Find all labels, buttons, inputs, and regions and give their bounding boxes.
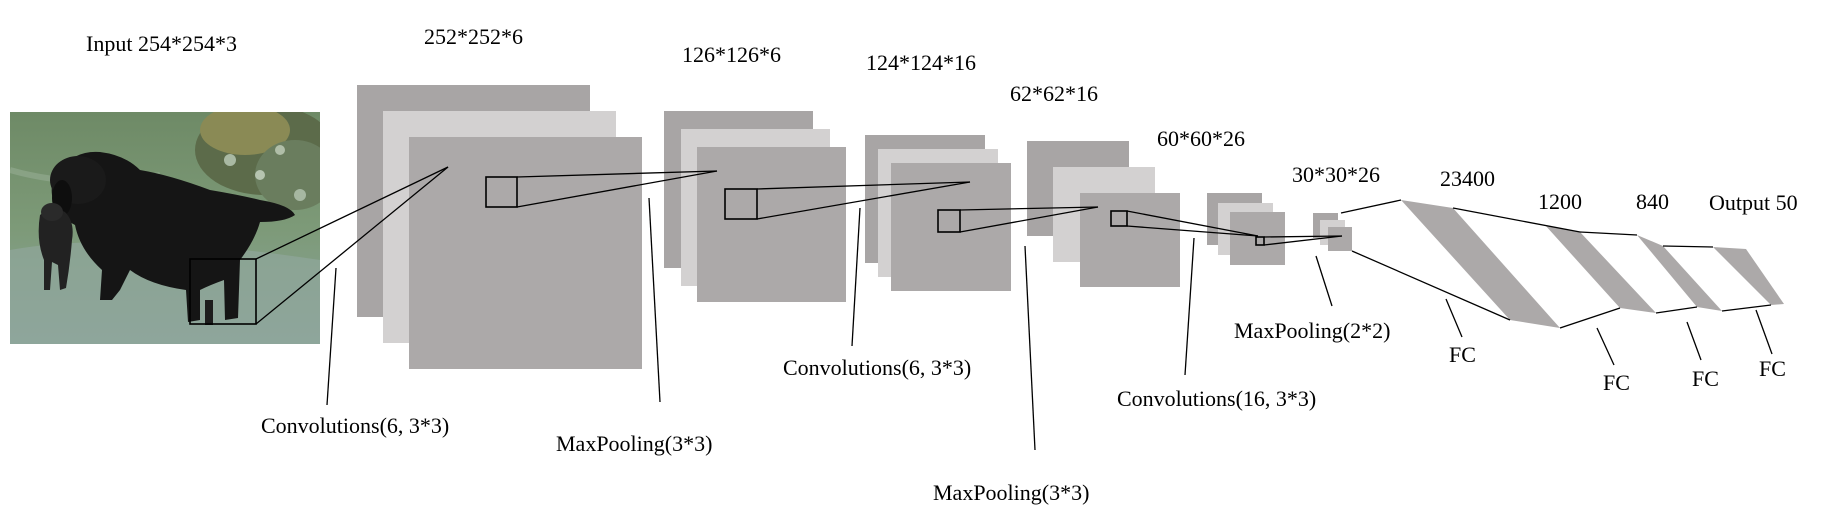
fc1-op-label: FC <box>1449 342 1476 367</box>
projection-lines <box>255 166 1772 329</box>
fc-layer-output <box>1713 247 1784 305</box>
input-kernel-box <box>189 258 257 325</box>
fc4-op-label: FC <box>1759 356 1786 381</box>
conv3-feature-maps <box>1207 193 1285 265</box>
input-photo <box>10 112 320 344</box>
fc-layer-840 <box>1637 235 1722 311</box>
pool2-dim-label: 62*62*16 <box>1010 81 1098 106</box>
conv2-dim-label: 124*124*16 <box>866 50 976 75</box>
conv2-kernel-box <box>937 209 961 233</box>
conv2-feature-maps <box>865 135 1011 291</box>
leader-lines <box>326 197 1773 451</box>
fc-layer-23400 <box>1401 200 1560 328</box>
pool1-op-label: MaxPooling(3*3) <box>556 431 712 456</box>
pool1-feature-maps <box>664 111 846 302</box>
conv1-dim-label: 252*252*6 <box>424 24 523 49</box>
operation-labels: Convolutions(6, 3*3) MaxPooling(3*3) Con… <box>261 318 1786 505</box>
conv3-dim-label: 60*60*26 <box>1157 126 1245 151</box>
conv1-feature-maps <box>357 85 642 369</box>
conv3-op-label: Convolutions(16, 3*3) <box>1117 386 1316 411</box>
conv1-op-label: Convolutions(6, 3*3) <box>261 413 449 438</box>
pool2-feature-maps <box>1027 141 1180 287</box>
pool2-op-label: MaxPooling(3*3) <box>933 480 1089 505</box>
conv3-kernel-box <box>1255 236 1265 246</box>
pool3-feature-maps <box>1313 213 1352 251</box>
fc-layers <box>1401 200 1784 328</box>
pool3-dim-label: 30*30*26 <box>1292 162 1380 187</box>
fc2-dim-label: 1200 <box>1538 189 1582 214</box>
pool2-kernel-box <box>1110 210 1128 227</box>
pool3-op-label: MaxPooling(2*2) <box>1234 318 1390 343</box>
fc3-dim-label: 840 <box>1636 189 1669 214</box>
pool1-dim-label: 126*126*6 <box>682 42 781 67</box>
conv1-kernel-box <box>485 176 518 208</box>
fc3-op-label: FC <box>1692 366 1719 391</box>
fc2-op-label: FC <box>1603 370 1630 395</box>
dimension-labels: Input 254*254*3 252*252*6 126*126*6 124*… <box>86 24 1798 215</box>
pool1-kernel-box <box>724 188 758 220</box>
conv2-op-label: Convolutions(6, 3*3) <box>783 355 971 380</box>
fc1-dim-label: 23400 <box>1440 166 1495 191</box>
fc-layer-1200 <box>1545 225 1656 313</box>
output-dim-label: Output 50 <box>1709 190 1798 215</box>
input-label: Input 254*254*3 <box>86 31 237 56</box>
